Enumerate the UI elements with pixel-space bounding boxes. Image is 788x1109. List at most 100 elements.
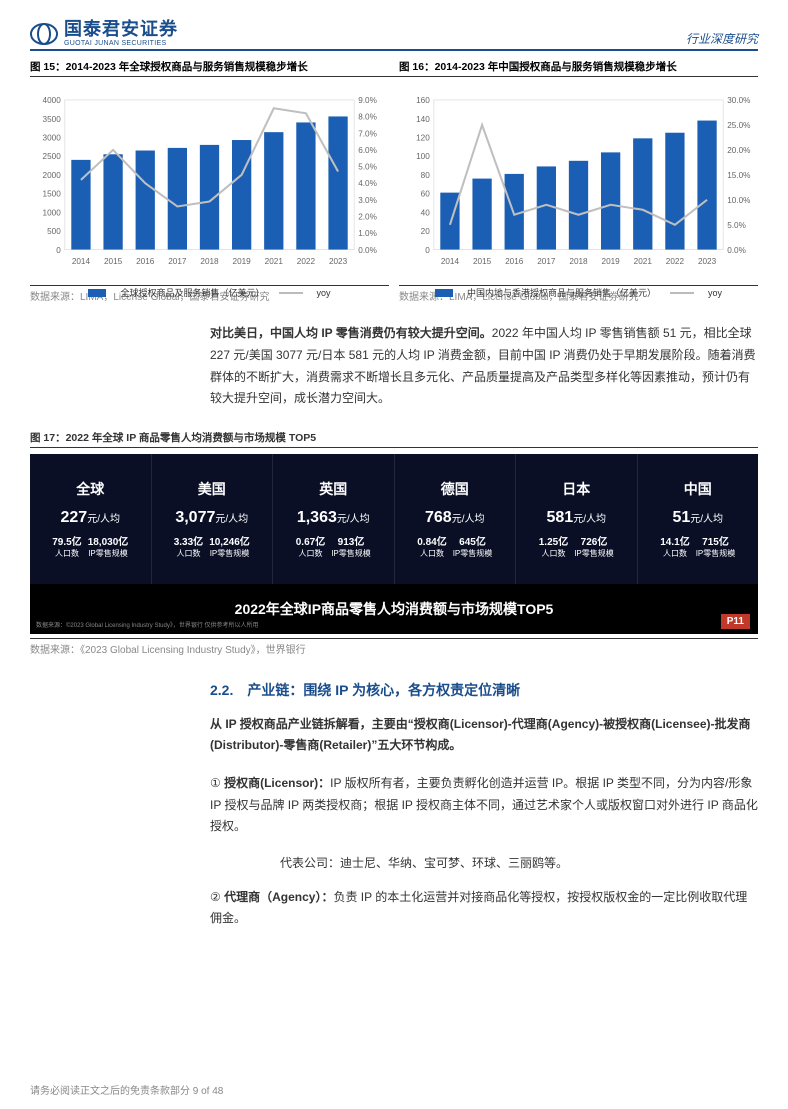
country-value: 1,363元/人均: [297, 509, 370, 527]
svg-text:2019: 2019: [602, 258, 621, 267]
svg-text:160: 160: [416, 97, 430, 106]
svg-text:2500: 2500: [43, 153, 62, 162]
svg-text:25.0%: 25.0%: [727, 121, 750, 130]
svg-text:0.0%: 0.0%: [727, 246, 746, 255]
fig17-infographic: 全球 227元/人均 79.5亿人口数 18,030亿IP零售规模 美国 3,0…: [30, 454, 758, 634]
fig17-source: 数据来源：《2023 Global Licensing Industry Stu…: [30, 638, 758, 656]
svg-text:1.0%: 1.0%: [358, 230, 377, 239]
country-name: 美国: [198, 479, 226, 499]
svg-text:15.0%: 15.0%: [727, 171, 750, 180]
country-name: 全球: [76, 479, 104, 499]
svg-text:6.0%: 6.0%: [358, 146, 377, 155]
logo-cn: 国泰君安证券: [64, 20, 178, 40]
country-scale: 645亿IP零售规模: [453, 537, 493, 559]
svg-text:2000: 2000: [43, 171, 62, 180]
country-cell: 德国 768元/人均 0.84亿人口数 645亿IP零售规模: [395, 454, 517, 584]
country-pop: 0.84亿人口数: [417, 537, 446, 559]
svg-text:4.0%: 4.0%: [358, 180, 377, 189]
svg-text:2023: 2023: [698, 258, 717, 267]
svg-text:2015: 2015: [473, 258, 492, 267]
svg-text:2016: 2016: [505, 258, 524, 267]
item2-title: 代理商（Agency）：: [224, 890, 333, 904]
country-value: 51元/人均: [672, 509, 723, 527]
item1-rep: 代表公司：迪士尼、华纳、宝可梦、环球、三丽鸥等。: [280, 854, 758, 871]
svg-text:9.0%: 9.0%: [358, 97, 377, 106]
svg-text:60: 60: [421, 190, 431, 199]
svg-text:500: 500: [47, 228, 61, 237]
page-footer: 请务必阅读正文之后的免责条款部分 9 of 48: [30, 1082, 223, 1097]
country-name: 中国: [684, 479, 712, 499]
svg-text:2018: 2018: [200, 258, 219, 267]
item-agency: ② 代理商（Agency）：负责 IP 的本土化运营并对接商品化等授权，按授权版…: [210, 887, 758, 930]
legend-bar-icon: [435, 289, 453, 297]
svg-text:2021: 2021: [265, 258, 284, 267]
svg-text:140: 140: [416, 115, 430, 124]
country-scale: 10,246亿IP零售规模: [209, 537, 250, 559]
fig17-page-badge: P11: [721, 614, 750, 629]
fig15-legend-bar: 全球授权商品及服务销售（亿美元）: [120, 286, 264, 299]
country-value: 768元/人均: [425, 509, 484, 527]
fig16-title: 图 16：2014-2023 年中国授权商品与服务销售规模稳步增长: [399, 59, 758, 74]
svg-text:2021: 2021: [634, 258, 653, 267]
svg-text:2014: 2014: [72, 258, 91, 267]
svg-text:2022: 2022: [666, 258, 685, 267]
svg-text:40: 40: [421, 209, 431, 218]
fig16-legend-bar: 中国内地与香港授权商品与服务销售（亿美元）: [467, 286, 656, 299]
svg-text:5.0%: 5.0%: [358, 163, 377, 172]
country-cell: 中国 51元/人均 14.1亿人口数 715亿IP零售规模: [638, 454, 759, 584]
svg-text:20.0%: 20.0%: [727, 146, 750, 155]
fig15-title: 图 15：2014-2023 年全球授权商品与服务销售规模稳步增长: [30, 59, 389, 74]
country-name: 德国: [441, 479, 469, 499]
country-cell: 全球 227元/人均 79.5亿人口数 18,030亿IP零售规模: [30, 454, 152, 584]
svg-text:3.0%: 3.0%: [358, 196, 377, 205]
svg-text:7.0%: 7.0%: [358, 130, 377, 139]
legend-line-icon: [670, 292, 694, 294]
item1-num: ①: [210, 776, 221, 790]
svg-text:2015: 2015: [104, 258, 123, 267]
item1-title: 授权商(Licensor)：: [224, 776, 330, 790]
logo-en: GUOTAI JUNAN SECURITIES: [64, 40, 178, 48]
svg-text:2.0%: 2.0%: [358, 213, 377, 222]
country-name: 日本: [562, 479, 590, 499]
legend-line-icon: [279, 292, 303, 294]
svg-text:2022: 2022: [297, 258, 316, 267]
country-pop: 79.5亿人口数: [52, 537, 81, 559]
svg-text:2017: 2017: [168, 258, 187, 267]
fig17-title: 图 17：2022 年全球 IP 商品零售人均消费额与市场规模 TOP5: [30, 430, 758, 448]
country-name: 英国: [319, 479, 347, 499]
country-pop: 3.33亿人口数: [174, 537, 203, 559]
svg-text:20: 20: [421, 228, 431, 237]
svg-text:10.0%: 10.0%: [727, 196, 750, 205]
svg-text:80: 80: [421, 171, 431, 180]
country-value: 227元/人均: [61, 509, 120, 527]
country-scale: 913亿IP零售规模: [331, 537, 371, 559]
country-cell: 日本 581元/人均 1.25亿人口数 726亿IP零售规模: [516, 454, 638, 584]
country-pop: 0.67亿人口数: [296, 537, 325, 559]
page-header: 国泰君安证券 GUOTAI JUNAN SECURITIES 行业深度研究: [30, 20, 758, 51]
logo: 国泰君安证券 GUOTAI JUNAN SECURITIES: [30, 20, 178, 47]
country-pop: 14.1亿人口数: [660, 537, 689, 559]
svg-text:30.0%: 30.0%: [727, 97, 750, 106]
fig17-band-title: 2022年全球IP商品零售人均消费额与市场规模TOP5: [235, 599, 554, 619]
paragraph-1: 对比美日，中国人均 IP 零售消费仍有较大提升空间。2022 年中国人均 IP …: [210, 323, 758, 409]
logo-icon: [30, 23, 58, 45]
svg-text:2019: 2019: [233, 258, 252, 267]
item-licensor: ① 授权商(Licensor)：IP 版权所有者，主要负责孵化创造并运营 IP。…: [210, 773, 758, 838]
section-intro-bold: 从 IP 授权商品产业链拆解看，主要由“授权商(Licensor)-代理商(Ag…: [210, 717, 750, 753]
legend-bar-icon: [88, 289, 106, 297]
svg-text:5.0%: 5.0%: [727, 221, 746, 230]
country-scale: 18,030亿IP零售规模: [88, 537, 129, 559]
svg-text:3000: 3000: [43, 134, 62, 143]
header-category: 行业深度研究: [686, 30, 758, 47]
svg-text:2017: 2017: [537, 258, 556, 267]
country-value: 3,077元/人均: [175, 509, 248, 527]
item2-num: ②: [210, 890, 221, 904]
svg-text:1500: 1500: [43, 190, 62, 199]
svg-text:3500: 3500: [43, 115, 62, 124]
country-cell: 英国 1,363元/人均 0.67亿人口数 913亿IP零售规模: [273, 454, 395, 584]
fig17-footnote: 数据来源：©2023 Global Licensing Industry Stu…: [36, 623, 258, 630]
svg-text:8.0%: 8.0%: [358, 113, 377, 122]
fig16-legend-line: yoy: [708, 288, 722, 298]
svg-text:0.0%: 0.0%: [358, 246, 377, 255]
country-pop: 1.25亿人口数: [539, 537, 568, 559]
